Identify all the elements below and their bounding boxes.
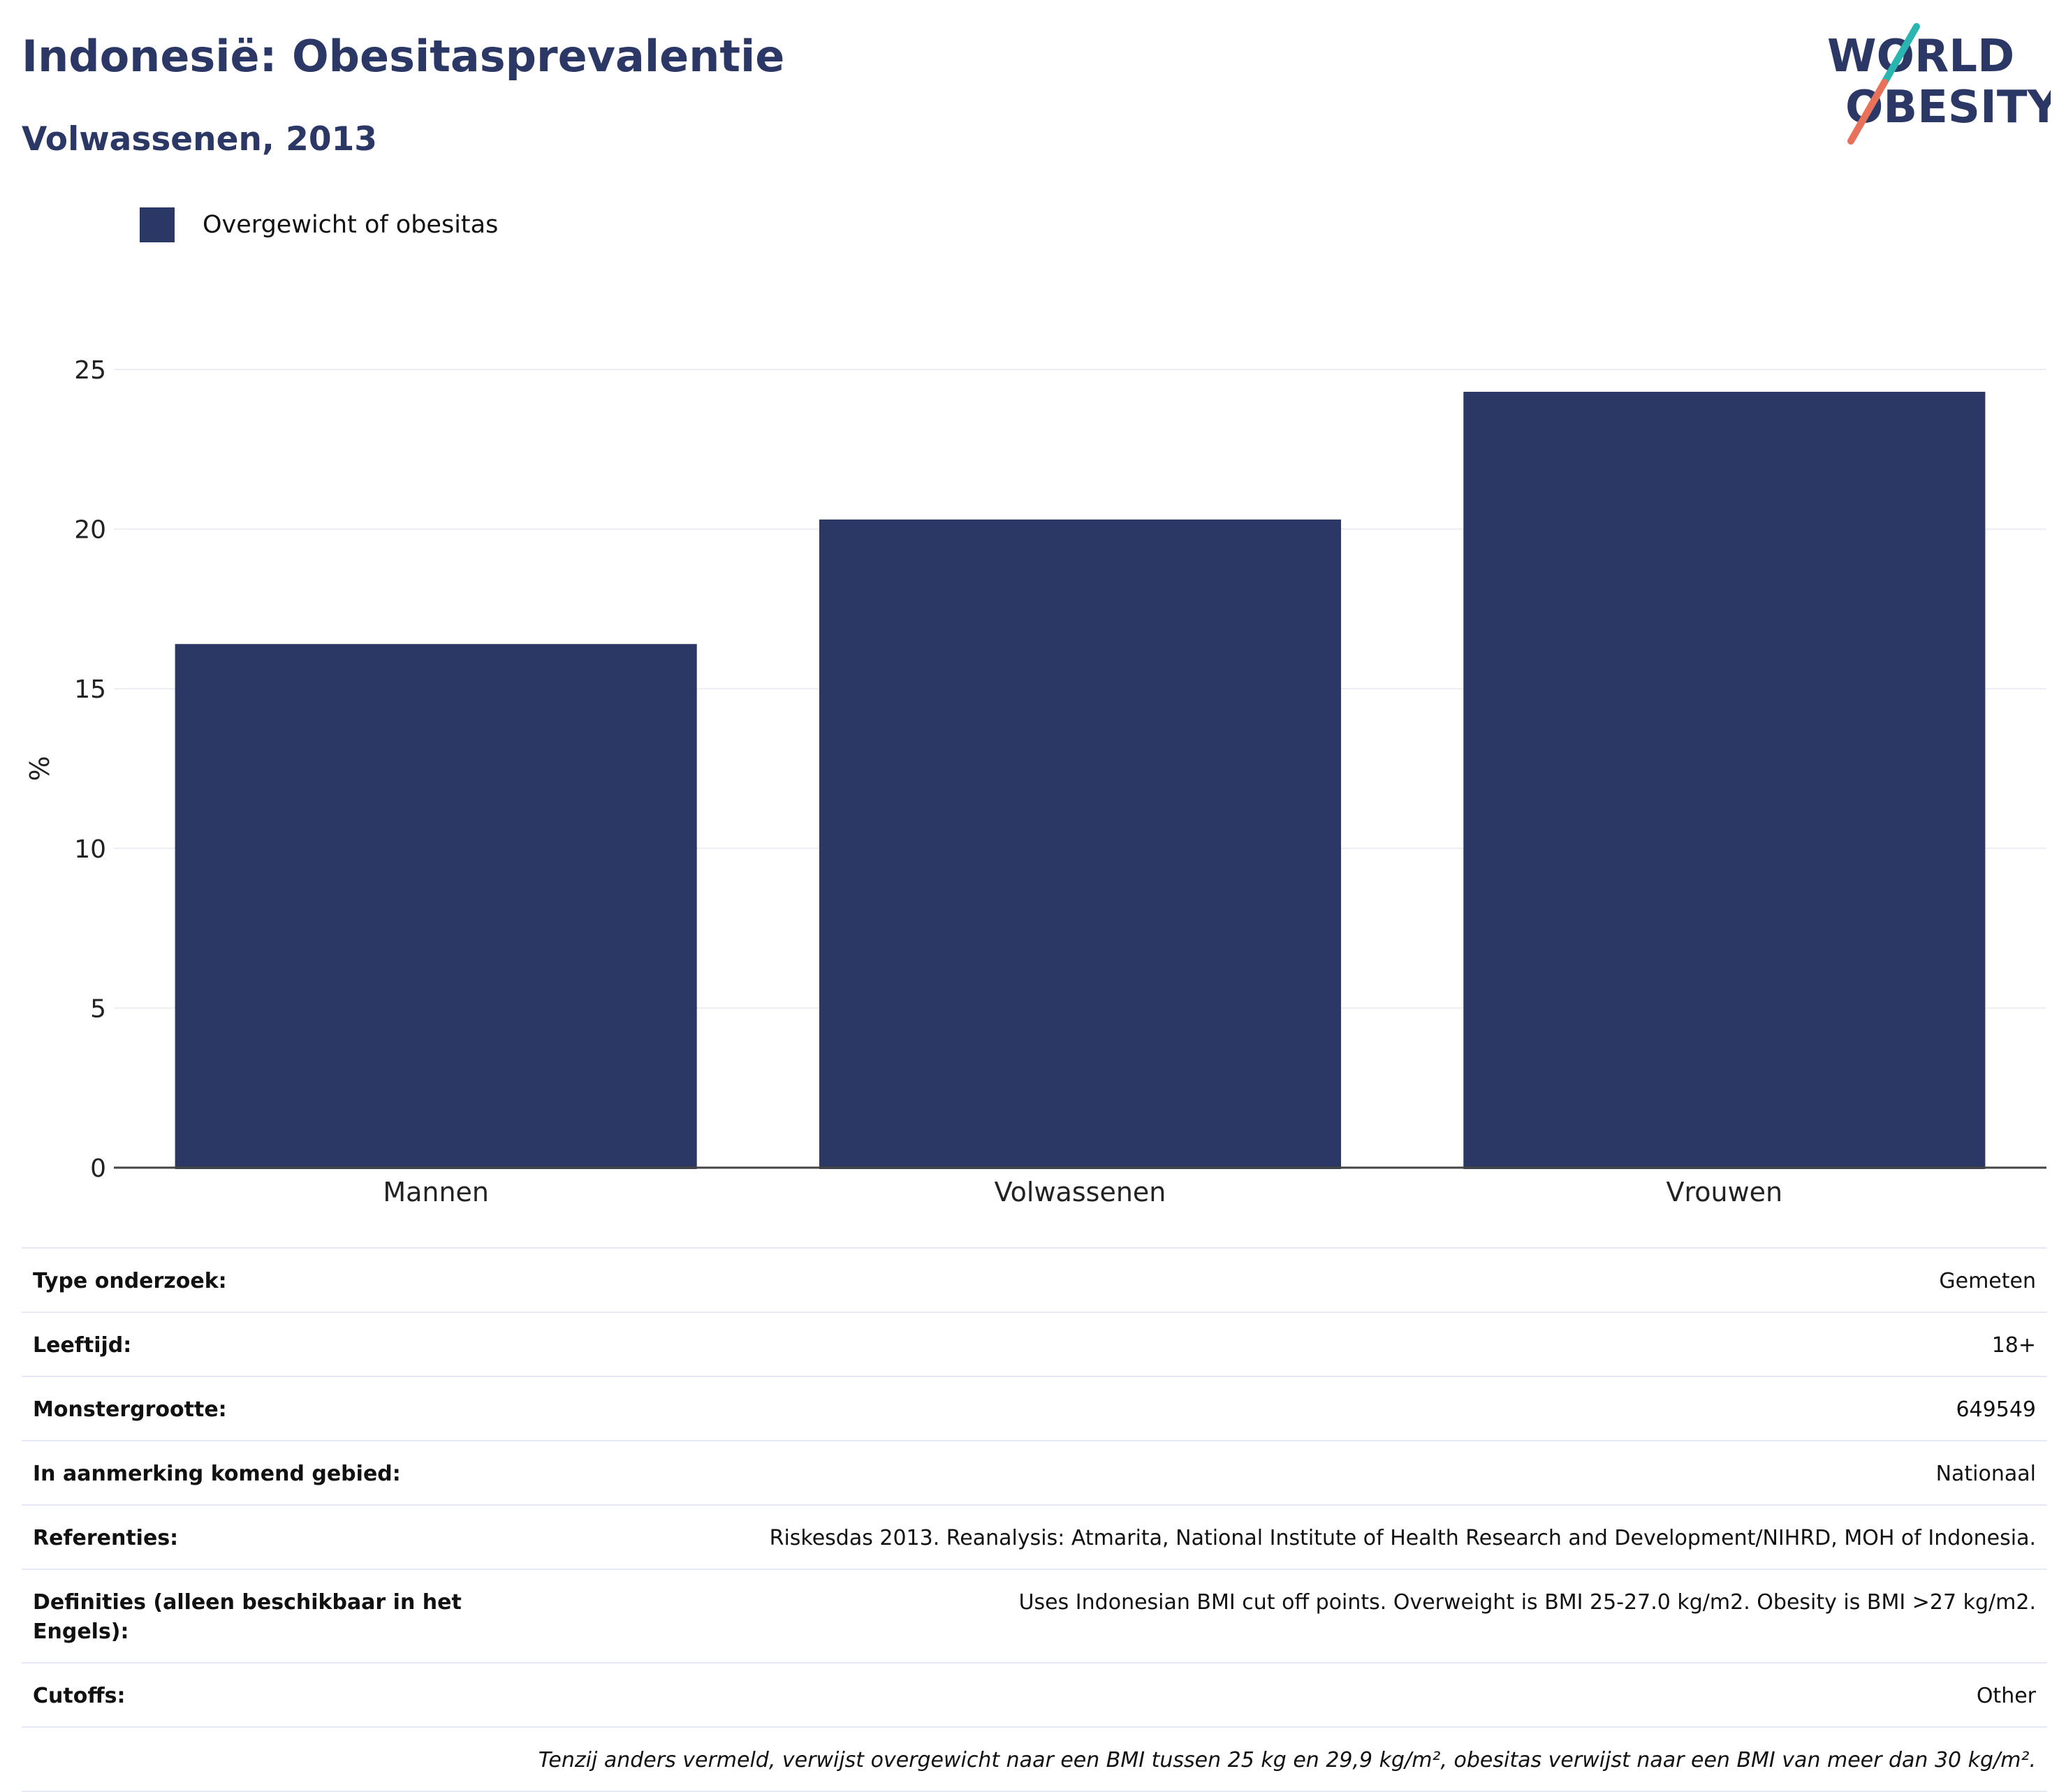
details-row-definitions: Definities (alleen beschikbaar in het En… [22, 1570, 2047, 1664]
page-subtitle: Volwassenen, 2013 [22, 120, 377, 159]
details-table: Type onderzoek: Gemeten Leeftijd: 18+ Mo… [22, 1247, 2047, 1792]
details-value: Other [1976, 1684, 2036, 1708]
x-tick-label: Mannen [383, 1177, 489, 1207]
y-tick-label: 20 [74, 516, 106, 545]
details-footnote: Tenzij anders vermeld, verwijst overgewi… [538, 1748, 2036, 1772]
details-label: Definities (alleen beschikbaar in het En… [33, 1590, 462, 1644]
logo-teal-slash [1881, 23, 1920, 86]
details-row-area: In aanmerking komend gebied: Nationaal [22, 1441, 2047, 1506]
bar-chart: 0 5 10 15 20 25% Mannen Volwassenen Vrouwen [24, 356, 2046, 1207]
details-label: Type onderzoek: [33, 1269, 227, 1293]
y-tick-label: 15 [74, 675, 106, 704]
bar [175, 644, 697, 1169]
y-tick-label: 25 [74, 356, 106, 385]
chart-legend: Overgewicht of obesitas [140, 207, 498, 242]
y-axis-label: % [24, 756, 55, 781]
x-tick-label: Volwassenen [995, 1177, 1166, 1207]
x-tick-label: Vrouwen [1666, 1177, 1782, 1207]
details-value: Riskesdas 2013. Reanalysis: Atmarita, Na… [769, 1526, 2036, 1550]
y-tick-label: 10 [74, 835, 106, 864]
logo-coral-slash [1847, 79, 1888, 145]
bar [1463, 392, 1986, 1169]
details-value: Gemeten [1939, 1269, 2036, 1293]
logo-line1: WORLD [1827, 31, 2014, 82]
logo-line2: OBESITY [1845, 82, 2051, 133]
y-tick-label: 0 [90, 1154, 106, 1183]
details-row-references: Referenties: Riskesdas 2013. Reanalysis:… [22, 1506, 2047, 1570]
details-label: Leeftijd: [33, 1333, 132, 1358]
details-row-sample-size: Monstergrootte: 649549 [22, 1377, 2047, 1441]
world-obesity-logo: WORLD OBESITY [1827, 23, 2051, 145]
details-row-cutoffs: Cutoffs: Other [22, 1664, 2047, 1728]
details-value: 18+ [1991, 1333, 2036, 1358]
details-label: Referenties: [33, 1526, 179, 1550]
legend-label: Overgewicht of obesitas [203, 211, 499, 239]
details-value: Uses Indonesian BMI cut off points. Over… [1018, 1590, 2036, 1615]
bar [819, 519, 1342, 1169]
y-tick-label: 5 [90, 994, 106, 1023]
details-row-type: Type onderzoek: Gemeten [22, 1249, 2047, 1313]
page-title: Indonesië: Obesitasprevalentie [22, 31, 785, 82]
details-value: 649549 [1956, 1397, 2036, 1422]
details-value: Nationaal [1935, 1462, 2036, 1486]
details-row-age: Leeftijd: 18+ [22, 1313, 2047, 1377]
details-label: In aanmerking komend gebied: [33, 1462, 401, 1486]
details-row-note: Tenzij anders vermeld, verwijst overgewi… [22, 1728, 2047, 1792]
details-label: Monstergrootte: [33, 1397, 227, 1422]
details-label: Cutoffs: [33, 1684, 126, 1708]
legend-swatch [140, 207, 175, 242]
